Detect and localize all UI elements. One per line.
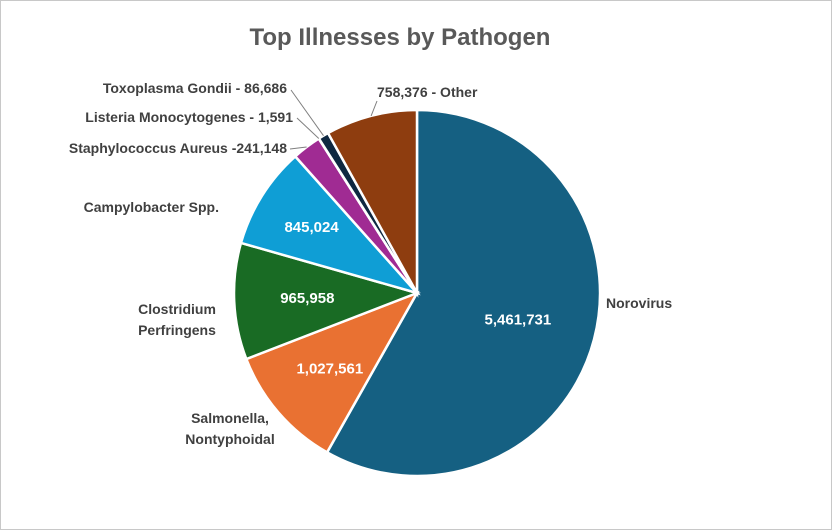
slice-campylobacter-spp bbox=[239, 154, 421, 296]
name-label-norovirus: Norovirus bbox=[606, 295, 672, 311]
name-label-salmonella-line2: Nontyphoidal bbox=[185, 431, 274, 447]
name-label-clostridium-line1: Clostridium bbox=[138, 301, 216, 317]
name-label-campylobacter: Campylobacter Spp. bbox=[84, 199, 219, 215]
value-label-campylobacter: 845,024 bbox=[284, 219, 339, 236]
name-label-salmonella-line1: Salmonella, bbox=[191, 410, 269, 426]
label-toxoplasma: Toxoplasma Gondii - 86,686 bbox=[103, 80, 287, 96]
label-listeria: Listeria Monocytogenes - 1,591 bbox=[85, 109, 293, 125]
label-other: 758,376 - Other bbox=[377, 84, 478, 100]
slice-other bbox=[326, 108, 419, 298]
name-label-clostridium-line2: Perfringens bbox=[138, 322, 216, 338]
chart-title: Top Illnesses by Pathogen bbox=[250, 24, 551, 51]
label-staphylococcus: Staphylococcus Aureus -241,148 bbox=[69, 140, 287, 156]
slice-clostridium-perfringens bbox=[232, 241, 421, 361]
value-label-clostridium: 965,958 bbox=[280, 290, 334, 307]
slice-norovirus bbox=[325, 108, 602, 478]
leader-line-toxoplasma bbox=[290, 89, 324, 136]
slice-salmonella-nontyphoidal bbox=[244, 290, 420, 455]
leader-line-staphylococcus bbox=[289, 146, 307, 150]
value-label-salmonella: 1,027,561 bbox=[296, 360, 363, 377]
leader-line-listeria bbox=[296, 117, 320, 139]
leader-line-other bbox=[370, 100, 378, 117]
value-label-norovirus: 5,461,731 bbox=[485, 312, 552, 329]
